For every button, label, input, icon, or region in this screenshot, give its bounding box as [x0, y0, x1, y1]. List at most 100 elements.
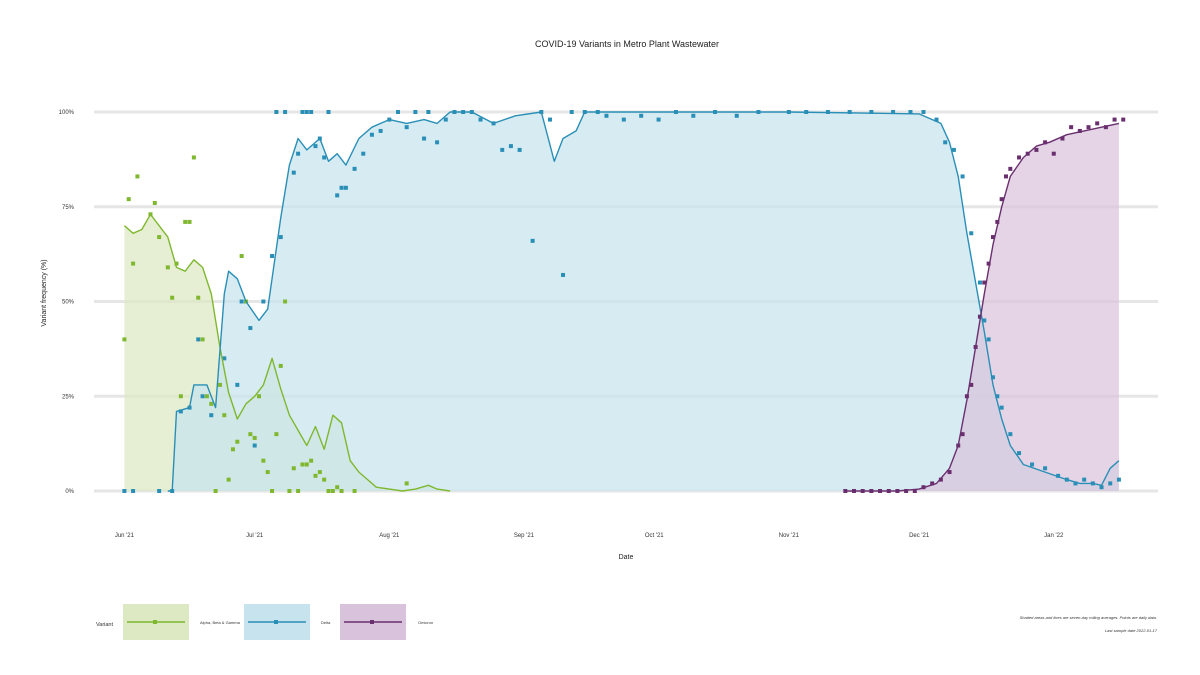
point-delta [1008, 432, 1013, 437]
point-omicron [1112, 117, 1117, 122]
point-omicron [1043, 140, 1048, 145]
point-omicron [1069, 125, 1074, 130]
point-delta [200, 394, 205, 399]
point-alpha [352, 489, 357, 493]
point-omicron [904, 489, 909, 493]
point-delta [178, 409, 183, 414]
point-delta [934, 117, 939, 122]
x-tick-label: Jan '22 [1044, 533, 1064, 539]
point-omicron [995, 219, 1000, 224]
x-tick-label: Jun '21 [115, 533, 135, 539]
point-delta [422, 136, 427, 141]
point-omicron [1008, 166, 1013, 171]
point-alpha [335, 485, 340, 490]
legend-item-delta: Delta [244, 604, 331, 640]
point-alpha [135, 174, 140, 179]
point-omicron [969, 382, 974, 387]
point-omicron [912, 489, 917, 493]
area-omicron [845, 123, 1119, 492]
point-delta [977, 280, 982, 285]
point-alpha [191, 155, 196, 160]
legend-item-omicron: Omicron [340, 604, 433, 640]
point-delta [313, 144, 318, 149]
point-delta [530, 238, 535, 243]
point-delta [443, 117, 448, 122]
point-delta [500, 147, 505, 152]
point-alpha [126, 197, 131, 202]
point-delta [604, 113, 609, 118]
point-alpha [404, 481, 409, 486]
point-alpha [131, 261, 136, 266]
point-alpha [165, 265, 170, 270]
point-delta [278, 235, 283, 240]
point-alpha [196, 295, 201, 300]
x-tick-label: Dec '21 [909, 533, 930, 539]
point-delta [131, 489, 136, 493]
legend-marker-delta [274, 620, 278, 624]
point-delta [561, 272, 566, 277]
point-delta [122, 489, 127, 493]
point-delta [335, 193, 340, 198]
point-alpha [226, 477, 231, 482]
point-alpha [252, 435, 257, 440]
point-omicron [999, 197, 1004, 202]
point-delta [322, 155, 327, 160]
point-delta [990, 375, 995, 380]
point-alpha [283, 299, 288, 304]
point-delta [209, 413, 214, 418]
point-delta [1108, 481, 1113, 486]
point-alpha [235, 439, 240, 444]
point-alpha [183, 219, 188, 224]
point-omicron [986, 261, 991, 266]
point-alpha [122, 337, 127, 342]
legend-label-omicron: Omicron [418, 620, 433, 625]
point-delta [951, 147, 956, 152]
point-omicron [1086, 125, 1091, 130]
x-axis-label: Date [619, 554, 634, 561]
point-delta [369, 132, 374, 137]
point-alpha [152, 200, 157, 205]
point-alpha [209, 401, 214, 406]
point-alpha [248, 432, 253, 437]
y-tick-label: 50% [62, 300, 75, 306]
x-tick-label: Oct '21 [645, 533, 664, 539]
point-alpha [261, 458, 266, 463]
x-tick-label: Sep '21 [514, 533, 535, 539]
point-alpha [222, 413, 227, 418]
point-delta [891, 110, 896, 114]
point-delta [921, 110, 926, 114]
point-delta [426, 110, 431, 114]
chart-note-last-sample: Last sample date 2022-01-17 [1105, 628, 1158, 633]
point-omicron [1034, 147, 1039, 152]
point-omicron [1017, 155, 1022, 160]
point-delta [847, 110, 852, 114]
point-delta [982, 318, 987, 323]
point-delta [378, 128, 383, 133]
point-delta [1056, 473, 1061, 478]
point-delta [986, 337, 991, 342]
x-tick-label: Jul '21 [246, 533, 264, 539]
point-delta [1017, 451, 1022, 456]
point-delta [222, 356, 227, 361]
point-delta [995, 394, 1000, 399]
point-delta [691, 113, 696, 118]
point-alpha [291, 466, 296, 471]
point-delta [969, 231, 974, 236]
line-alpha [123, 213, 451, 492]
point-delta [734, 113, 739, 118]
point-alpha [239, 254, 244, 259]
point-omicron [1095, 121, 1100, 126]
point-delta [508, 144, 513, 149]
point-alpha [300, 462, 305, 467]
point-alpha [217, 382, 222, 387]
y-tick-label: 0% [65, 489, 74, 495]
point-delta [157, 489, 162, 493]
point-delta [274, 110, 279, 114]
point-alpha [200, 337, 205, 342]
point-delta [548, 117, 552, 122]
point-delta [656, 117, 661, 122]
point-delta [943, 140, 948, 145]
point-alpha [174, 261, 179, 266]
